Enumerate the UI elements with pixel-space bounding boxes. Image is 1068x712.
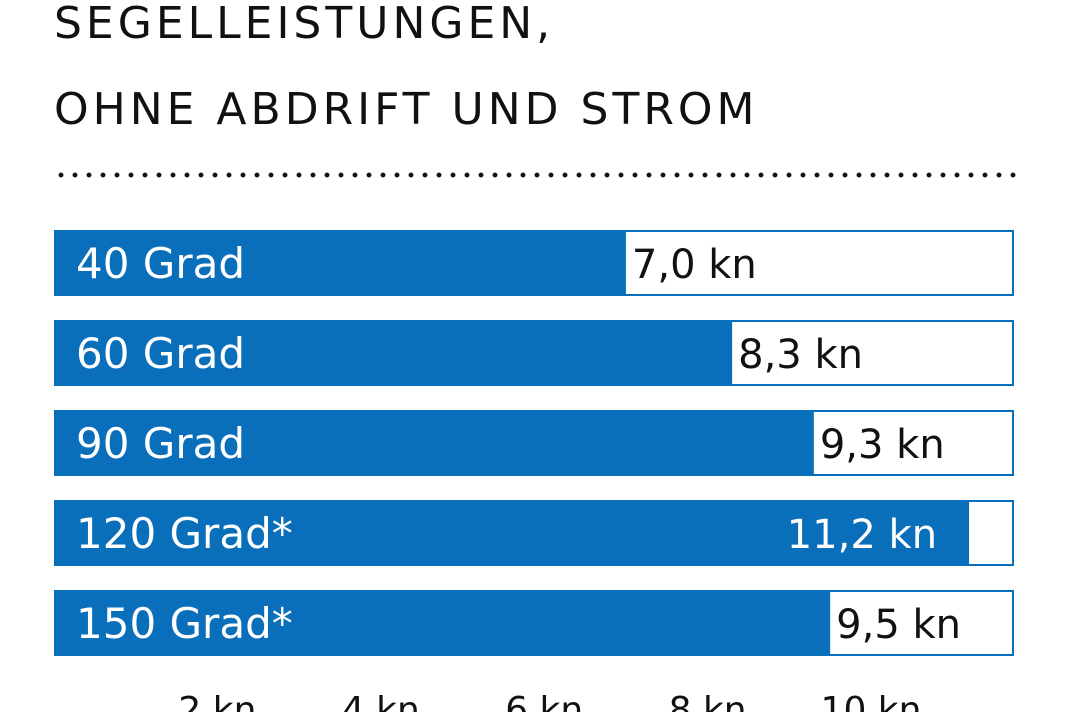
bar-category-label: 40 Grad <box>76 239 245 288</box>
bar-category-label: 60 Grad <box>76 329 245 378</box>
bar-category-label: 150 Grad* <box>76 599 293 648</box>
bar-value-label: 11,2 kn <box>787 512 937 558</box>
x-tick-label: 8 kn <box>669 690 747 712</box>
x-tick-label: 6 kn <box>505 690 583 712</box>
bar-category-label: 90 Grad <box>76 419 245 468</box>
x-tick-label: 2 kn <box>178 690 256 712</box>
bar-category-label: 120 Grad* <box>76 509 293 558</box>
bar-value-label: 7,0 kn <box>632 242 757 288</box>
bar-value-label: 9,3 kn <box>820 422 945 468</box>
bar-value-label: 8,3 kn <box>738 332 863 378</box>
x-tick-label: 10 kn <box>821 690 922 712</box>
x-tick-label: 4 kn <box>342 690 420 712</box>
bar-value-label: 9,5 kn <box>836 602 961 648</box>
